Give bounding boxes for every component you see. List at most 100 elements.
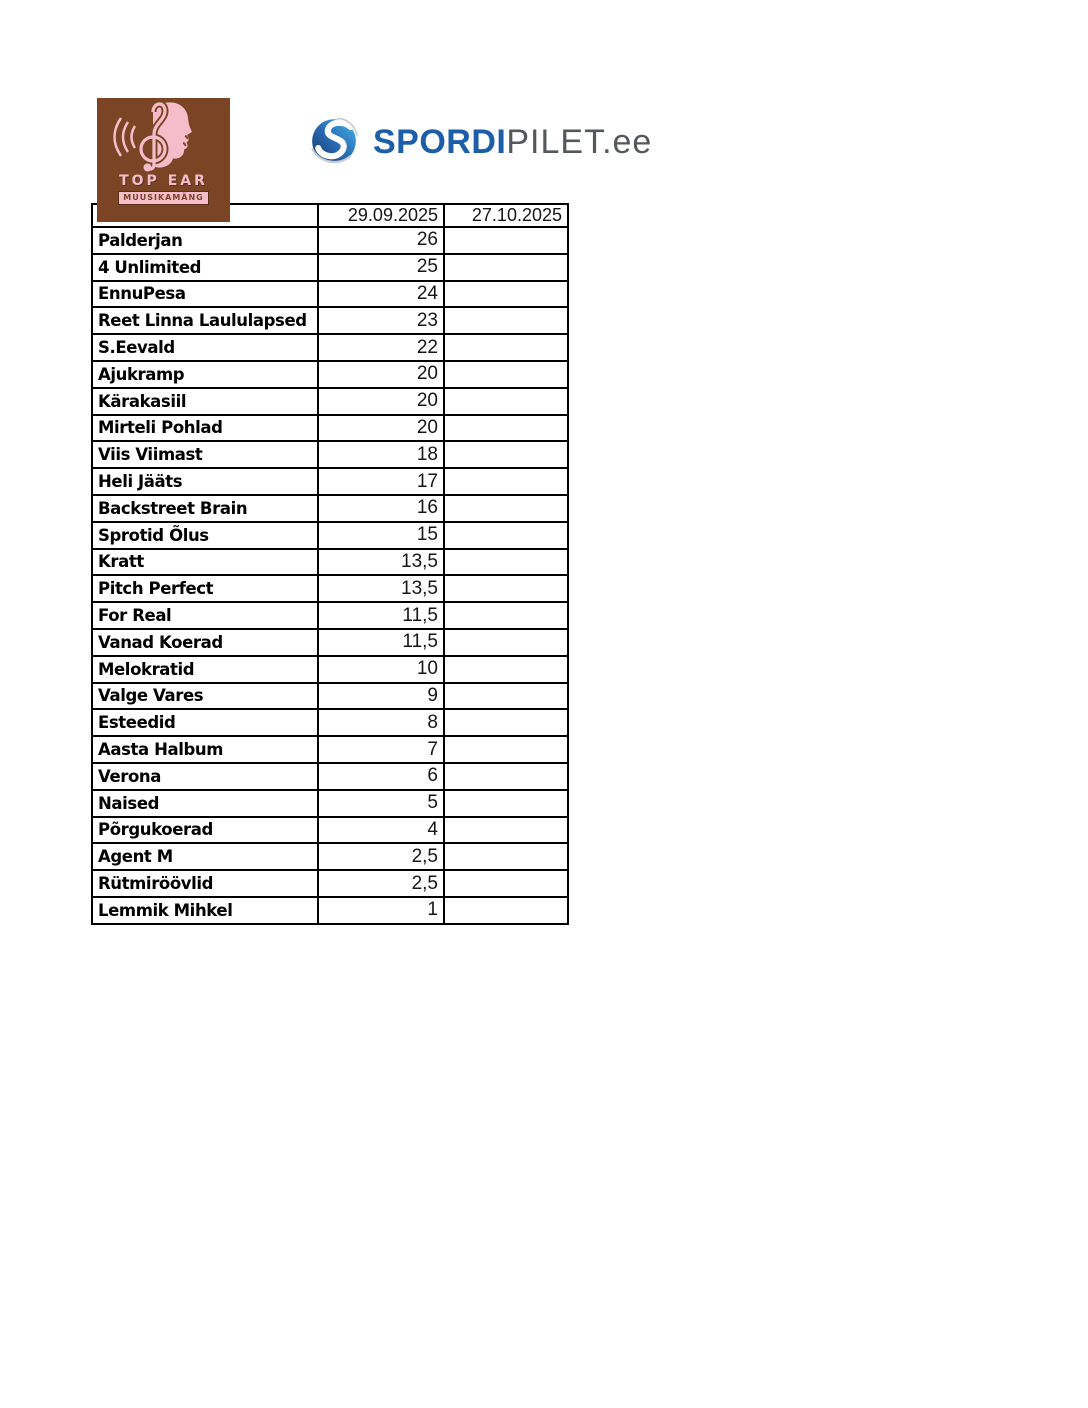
table-row: Pitch Perfect 13,5 (91, 574, 569, 604)
table-row: Mirteli Pohlad 20 (91, 413, 569, 443)
score-cell-round2 (443, 413, 569, 443)
score-cell-round1: 4 (317, 815, 445, 845)
score-cell-round1: 7 (317, 735, 445, 764)
score-cell-round1: 2,5 (317, 869, 445, 898)
spordipilet-logo: SPORDIPILET.ee (306, 114, 652, 170)
score-cell-round1: 8 (317, 708, 445, 738)
team-name-cell: Aasta Halbum (91, 735, 319, 764)
score-cell-round1: 16 (317, 493, 445, 523)
table-row: Palderjan 26 (91, 226, 569, 255)
score-cell-round1: 11,5 (317, 601, 445, 630)
score-cell-round1: 20 (317, 413, 445, 443)
table-row: Reet Linna Laululapsed 23 (91, 306, 569, 336)
table-row: Agent M 2,5 (91, 842, 569, 872)
table-row: S.Eevald 22 (91, 333, 569, 362)
table-row: Ajukramp 20 (91, 359, 569, 389)
team-name-cell: Heli Jääts (91, 467, 319, 496)
table-row: Kratt 13,5 (91, 547, 569, 577)
score-cell-round2 (443, 359, 569, 389)
treble-clef-face-icon (113, 100, 192, 172)
score-cell-round2 (443, 226, 569, 255)
score-table: 29.09.2025 27.10.2025 Palderjan 26 4 Unl… (91, 203, 569, 925)
table-row: Backstreet Brain 16 (91, 493, 569, 523)
table-row: For Real 11,5 (91, 601, 569, 630)
score-cell-round2 (443, 386, 569, 416)
score-cell-round1: 1 (317, 895, 445, 925)
spordipilet-s-icon (311, 117, 358, 164)
team-name-cell: Verona (91, 761, 319, 791)
score-cell-round2 (443, 279, 569, 309)
table-row: Viis Viimast 18 (91, 440, 569, 470)
score-cell-round1: 15 (317, 520, 445, 550)
brand-wordmark-light: PILET.ee (506, 123, 653, 161)
team-name-cell: Viis Viimast (91, 440, 319, 470)
table-row: EnnuPesa 24 (91, 279, 569, 309)
table-row: Rütmiröövlid 2,5 (91, 869, 569, 898)
score-cell-round1: 20 (317, 386, 445, 416)
team-name-cell: Mirteli Pohlad (91, 413, 319, 443)
score-cell-round1: 13,5 (317, 574, 445, 604)
team-name-cell: 4 Unlimited (91, 252, 319, 282)
team-name-cell: Backstreet Brain (91, 493, 319, 523)
team-name-cell: Palderjan (91, 226, 319, 255)
team-name-cell: S.Eevald (91, 333, 319, 362)
score-cell-round1: 2,5 (317, 842, 445, 872)
table-row: Aasta Halbum 7 (91, 735, 569, 764)
team-name-cell: Lemmik Mihkel (91, 895, 319, 925)
brand-wordmark: SPORDIPILET.ee (373, 125, 652, 159)
score-cell-round2 (443, 601, 569, 630)
table-row: 4 Unlimited 25 (91, 252, 569, 282)
score-cell-round2 (443, 493, 569, 523)
team-name-cell: For Real (91, 601, 319, 630)
top-ear-logo: TOP EAR MUUSIKAMÄNG (97, 98, 230, 222)
table-row: Vanad Koerad 11,5 (91, 627, 569, 657)
score-cell-round2 (443, 681, 569, 711)
score-cell-round1: 23 (317, 306, 445, 336)
header-date-1: 29.09.2025 (317, 203, 445, 228)
team-name-cell: Ajukramp (91, 359, 319, 389)
score-cell-round1: 11,5 (317, 627, 445, 657)
team-name-cell: Agent M (91, 842, 319, 872)
team-name-cell: Melokratid (91, 654, 319, 684)
score-cell-round2 (443, 547, 569, 577)
table-row: Heli Jääts 17 (91, 467, 569, 496)
score-cell-round2 (443, 895, 569, 925)
score-cell-round2 (443, 842, 569, 872)
header-date-2: 27.10.2025 (443, 203, 569, 228)
table-row: Verona 6 (91, 761, 569, 791)
logo-title: TOP EAR (119, 173, 208, 189)
team-name-cell: Reet Linna Laululapsed (91, 306, 319, 336)
team-name-cell: Pitch Perfect (91, 574, 319, 604)
score-cell-round2 (443, 627, 569, 657)
score-cell-round2 (443, 252, 569, 282)
score-cell-round1: 22 (317, 333, 445, 362)
score-cell-round1: 18 (317, 440, 445, 470)
header-row: 29.09.2025 27.10.2025 (91, 203, 569, 228)
team-name-cell: Rütmiröövlid (91, 869, 319, 898)
table-row: Sprotid Õlus 15 (91, 520, 569, 550)
score-cell-round1: 24 (317, 279, 445, 309)
team-name-cell: Naised (91, 788, 319, 818)
team-name-cell: EnnuPesa (91, 279, 319, 309)
score-cell-round1: 9 (317, 681, 445, 711)
score-cell-round2 (443, 333, 569, 362)
score-cell-round2 (443, 467, 569, 496)
score-cell-round2 (443, 735, 569, 764)
table-row: Lemmik Mihkel 1 (91, 895, 569, 925)
score-cell-round2 (443, 520, 569, 550)
score-cell-round1: 20 (317, 359, 445, 389)
table-row: Esteedid 8 (91, 708, 569, 738)
score-cell-round1: 6 (317, 761, 445, 791)
table-row: Kärakasiil 20 (91, 386, 569, 416)
score-cell-round2 (443, 574, 569, 604)
score-cell-round1: 5 (317, 788, 445, 818)
score-cell-round2 (443, 440, 569, 470)
score-cell-round2 (443, 654, 569, 684)
score-cell-round1: 13,5 (317, 547, 445, 577)
logo-subtitle: MUUSIKAMÄNG (118, 191, 209, 205)
team-name-cell: Valge Vares (91, 681, 319, 711)
score-cell-round1: 25 (317, 252, 445, 282)
table-row: Põrgukoerad 4 (91, 815, 569, 845)
score-cell-round1: 17 (317, 467, 445, 496)
